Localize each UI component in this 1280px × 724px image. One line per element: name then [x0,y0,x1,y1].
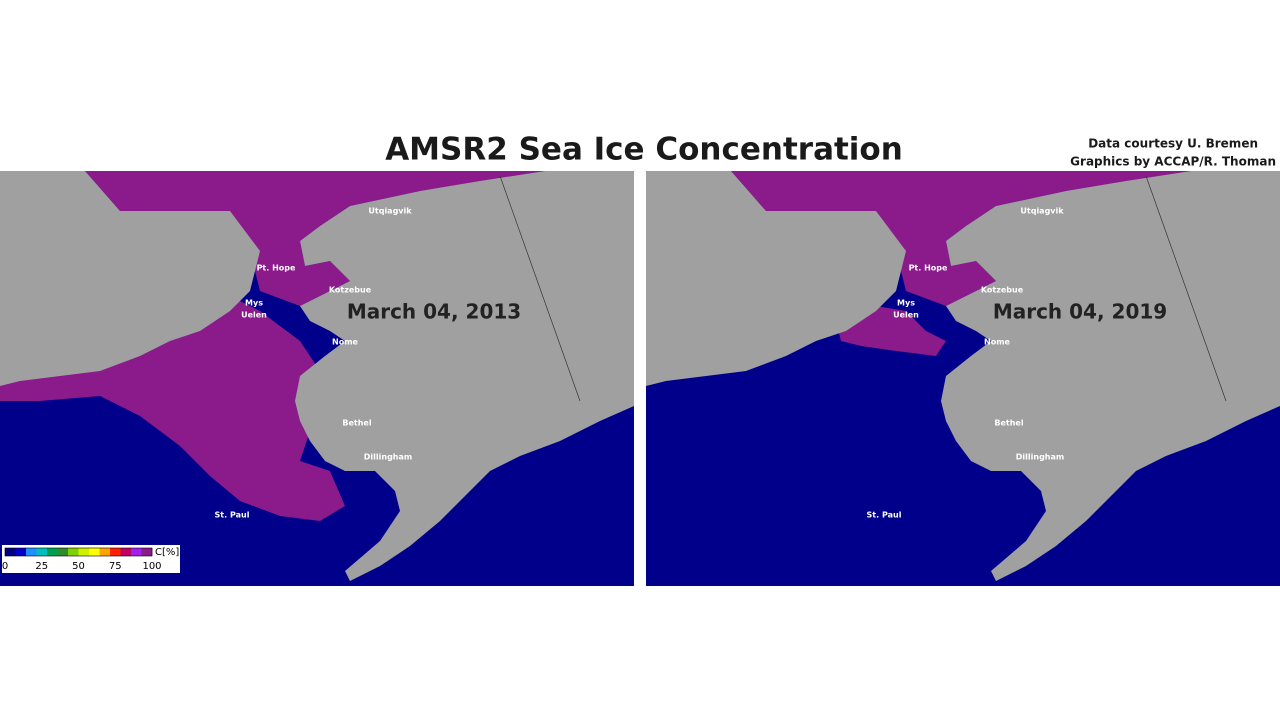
colorbar-swatch [36,548,48,556]
place-label: St. Paul [867,511,902,520]
colorbar-swatch [141,548,153,556]
place-label: Utqiagvik [1020,207,1064,216]
map-panel: Utqiagvik Pt. Hope Kotzebue Mys Uelen Nome Bet… [0,171,634,586]
place-label: Uelen [893,311,919,320]
colorbar-swatch [57,548,69,556]
colorbar-frame [4,547,153,557]
place-label: Bethel [342,419,371,428]
colorbar-tick: 0 [2,561,8,572]
title: AMSR2 Sea Ice Concentration [385,132,903,168]
colorbar-swatch [99,548,111,556]
colorbar-tick: 100 [142,561,161,572]
place-label: Mys [245,299,263,308]
place-label: Nome [332,338,359,347]
place-label: Pt. Hope [257,264,296,273]
place-label: Dillingham [364,453,412,462]
credit: Graphics by ACCAP/R. Thoman [1070,155,1276,169]
border [1145,175,1227,402]
colorbar-swatch [89,548,100,556]
place-label: Kotzebue [329,286,372,295]
colorbar-swatch [5,548,16,556]
map-panel: Utqiagvik Pt. Hope Kotzebue Mys Uelen Nome Bet… [646,171,1280,586]
colorbar: 0 25 50 75 100 C[%] [2,545,180,573]
place-label: Nome [984,338,1011,347]
place-label: Bethel [994,419,1023,428]
colorbar-swatch [78,548,90,556]
colorbar-swatch [47,548,58,556]
place-label: Mys [897,299,915,308]
border [499,175,581,402]
colorbar-swatch [131,548,142,556]
place-label: Dillingham [1016,453,1064,462]
place-label: Pt. Hope [909,264,948,273]
colorbar-swatch [15,548,27,556]
credit: Data courtesy U. Bremen [1088,137,1258,151]
place-label: Kotzebue [981,286,1024,295]
place-label: Utqiagvik [368,207,412,216]
colorbar-swatch [26,548,37,556]
date-label: March 04, 2019 [993,300,1167,324]
colorbar-tick: 75 [109,561,122,572]
date-label: March 04, 2013 [347,300,521,324]
place-label: Uelen [241,311,267,320]
colorbar-swatch [68,548,79,556]
colorbar-swatch [110,548,121,556]
place-label: St. Paul [215,511,250,520]
colorbar-label: C[%] [155,547,179,558]
colorbar-tick: 25 [35,561,48,572]
colorbar-swatch [120,548,132,556]
colorbar-tick: 50 [72,561,85,572]
